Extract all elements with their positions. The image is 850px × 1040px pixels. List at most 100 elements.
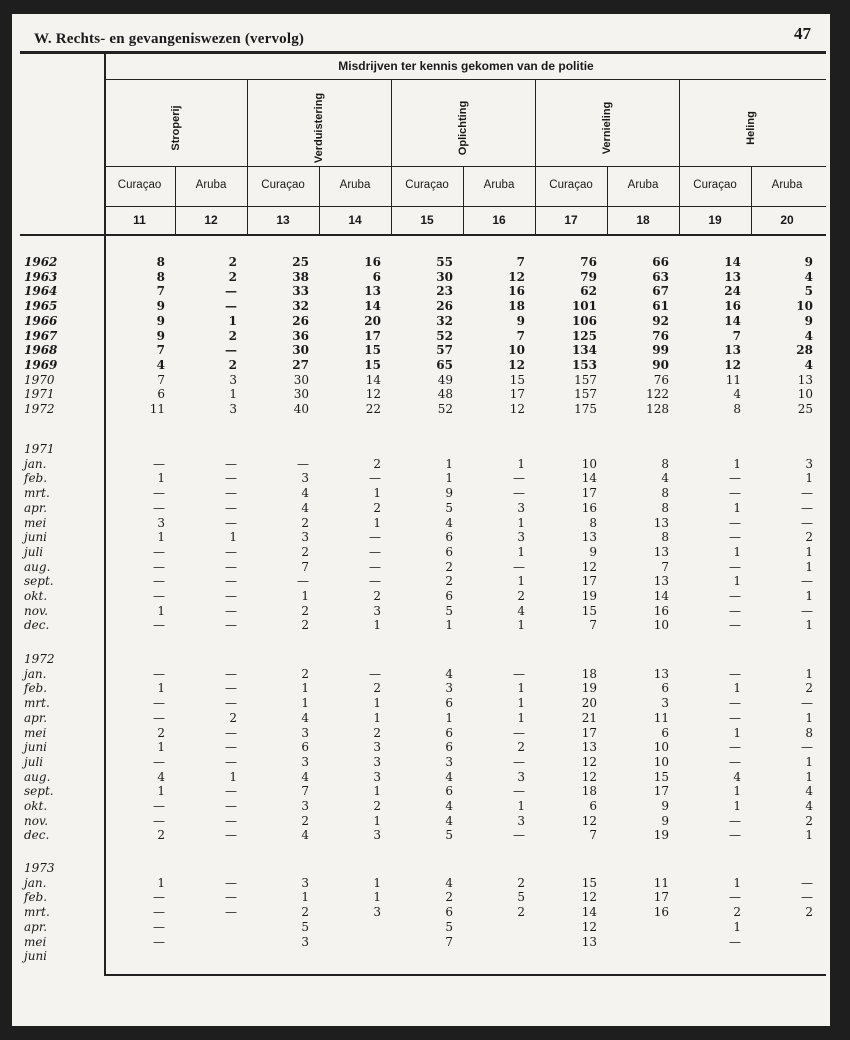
- table-cell: 3: [373, 740, 381, 755]
- table-cell: —: [729, 515, 741, 530]
- table-cell: —: [801, 515, 813, 530]
- table-cell: 1: [733, 799, 741, 813]
- table-cell: 1: [445, 471, 453, 486]
- table-cell: —: [153, 696, 165, 711]
- table-cell: 10: [508, 343, 525, 358]
- table-cell: 11: [149, 402, 165, 416]
- table-cell: 3: [517, 500, 525, 515]
- table-cell: 6: [372, 269, 381, 284]
- table-cell: —: [729, 559, 741, 574]
- table-cell: —: [729, 486, 741, 501]
- group-header-verduistering: Verduistering: [313, 92, 325, 164]
- row-label: mei: [24, 934, 47, 949]
- table-cell: 1: [373, 710, 381, 725]
- table-cell: 14: [653, 589, 669, 603]
- table-cell: 4: [301, 486, 309, 501]
- table-cell: 10: [797, 387, 813, 402]
- table-cell: 13: [364, 284, 381, 299]
- table-cell: —: [513, 471, 525, 486]
- table-cell: 1: [805, 618, 813, 633]
- table-cell: 24: [724, 284, 741, 299]
- table-cell: 134: [571, 343, 597, 358]
- table-cell: 52: [436, 328, 453, 343]
- table-cell: 19: [581, 681, 597, 696]
- table-cell: 1: [157, 784, 165, 799]
- table-cell: 2: [157, 725, 165, 740]
- table-cell: 15: [509, 372, 525, 387]
- table-cell: 2: [517, 875, 525, 890]
- column-number: 12: [204, 213, 218, 227]
- table-cell: —: [225, 284, 237, 299]
- table-cell: —: [153, 799, 165, 813]
- table-cell: 7: [156, 343, 165, 358]
- table-cell: 32: [292, 299, 309, 314]
- table-cell: 2: [228, 357, 237, 372]
- table-cell: —: [225, 343, 237, 358]
- table-cell: 8: [661, 486, 669, 501]
- table-cell: 2: [301, 618, 309, 633]
- table-cell: 2: [805, 681, 813, 696]
- table-cell: 16: [724, 299, 741, 314]
- table-cell: 4: [445, 799, 453, 813]
- table-cell: 12: [724, 357, 741, 372]
- statistics-page: W. Rechts- en gevangeniswezen (vervolg) …: [12, 14, 830, 1026]
- table-cell: 3: [445, 754, 453, 769]
- table-cell: 1: [805, 589, 813, 603]
- row-label: feb.: [24, 681, 48, 696]
- table-cell: 1: [445, 456, 453, 471]
- table-cell: 2: [445, 559, 453, 574]
- table-cell: 4: [445, 515, 453, 530]
- table-cell: 1: [301, 681, 309, 696]
- table-cell: —: [801, 740, 813, 755]
- table-cell: —: [225, 813, 237, 828]
- table-cell: —: [225, 890, 237, 905]
- table-cell: 4: [445, 769, 453, 784]
- table-cell: —: [729, 934, 741, 949]
- region-header: Curaçao: [549, 179, 593, 191]
- table-cell: 4: [445, 666, 453, 681]
- row-label: juni: [24, 949, 48, 964]
- table-cell: 7: [445, 934, 453, 949]
- table-cell: 28: [796, 343, 813, 358]
- table-cell: 40: [293, 402, 309, 416]
- table-cell: —: [153, 710, 165, 725]
- table-cell: 2: [301, 515, 309, 530]
- table-cell: 8: [156, 269, 165, 284]
- table-cell: —: [513, 486, 525, 501]
- table-cell: 8: [733, 402, 741, 416]
- table-cell: 175: [574, 402, 597, 416]
- table-cell: —: [153, 890, 165, 905]
- table-cell: —: [225, 574, 237, 589]
- table-cell: —: [729, 740, 741, 755]
- table-cell: —: [513, 559, 525, 574]
- table-cell: 18: [581, 784, 597, 799]
- table-cell: 1: [517, 799, 525, 813]
- table-cell: —: [369, 574, 381, 589]
- table-cell: 15: [653, 769, 669, 784]
- table-cell: 4: [445, 813, 453, 828]
- table-cell: 99: [652, 343, 669, 358]
- table-cell: 1: [445, 710, 453, 725]
- table-cell: 157: [574, 372, 597, 387]
- row-label: 1971: [24, 387, 55, 402]
- region-divider: [751, 167, 752, 234]
- table-cell: 25: [292, 255, 309, 269]
- row-label: apr.: [24, 919, 48, 934]
- table-cell: 6: [661, 681, 669, 696]
- region-divider: [463, 167, 464, 234]
- table-cell: —: [729, 471, 741, 486]
- table-cell: 9: [156, 299, 165, 314]
- table-cell: —: [225, 456, 237, 471]
- table-cell: 57: [436, 343, 453, 358]
- table-cell: 10: [653, 740, 669, 755]
- table-cell: —: [801, 603, 813, 618]
- table-cell: 76: [653, 372, 669, 387]
- table-cell: 1: [517, 681, 525, 696]
- table-cell: 4: [804, 269, 813, 284]
- table-cell: —: [729, 696, 741, 711]
- table-cell: 17: [581, 725, 597, 740]
- table-cell: 1: [373, 696, 381, 711]
- table-cell: 13: [797, 372, 813, 387]
- table-cell: 1: [301, 696, 309, 711]
- table-cell: 92: [652, 313, 669, 328]
